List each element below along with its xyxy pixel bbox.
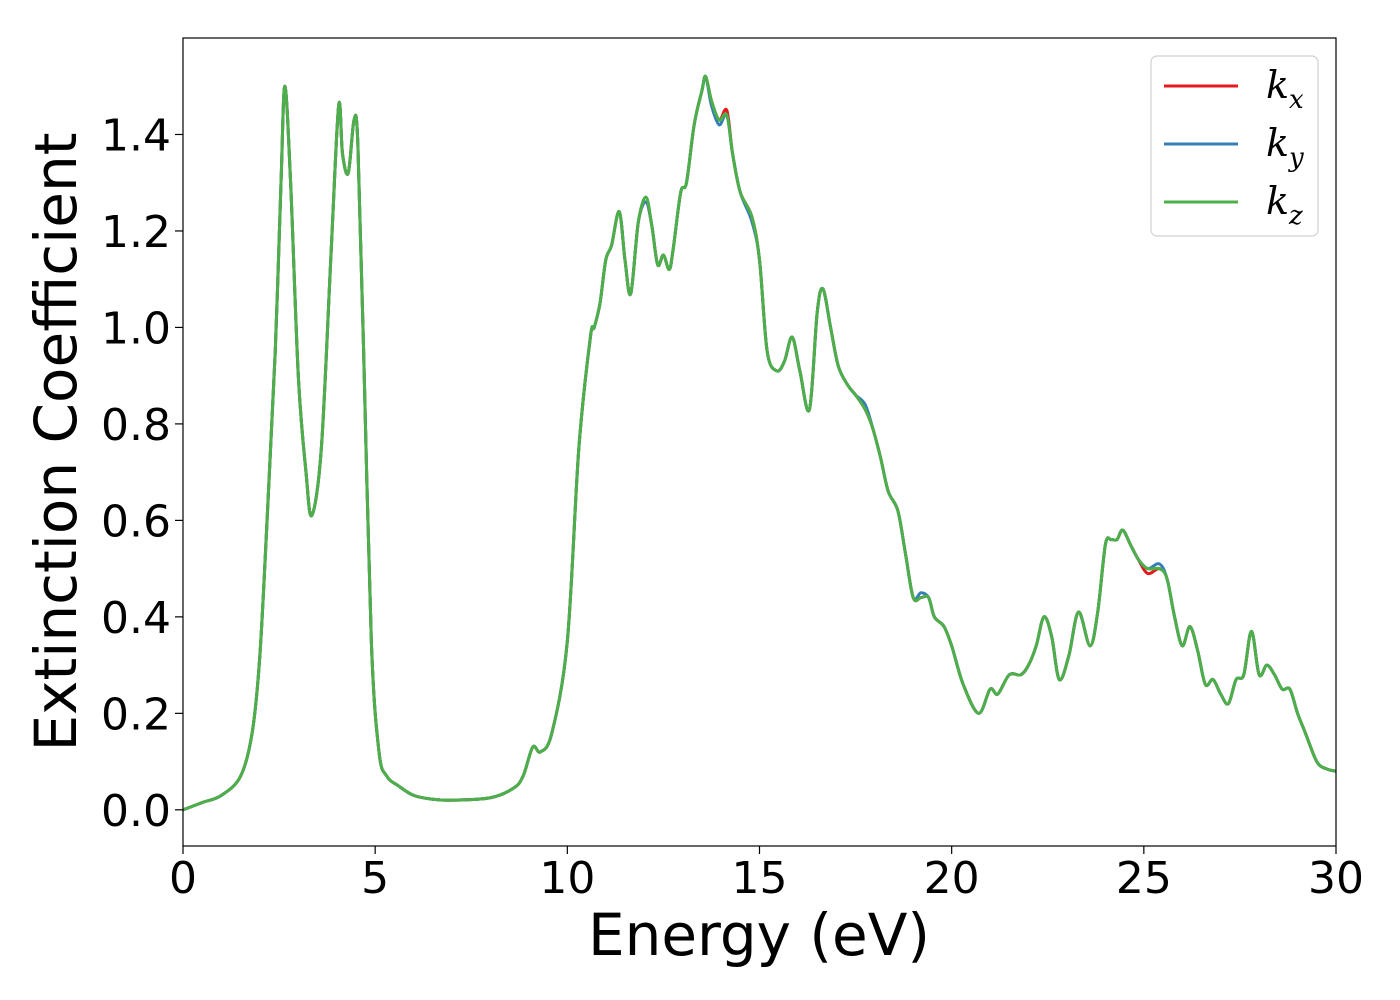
x-tick-label: 0: [169, 853, 197, 904]
y-axis: 0.0 0.2 0.4 0.6 0.8 1.0 1.2 1.4: [101, 110, 183, 837]
legend-label-base: k: [1266, 63, 1289, 107]
x-tick-label: 5: [361, 853, 389, 904]
legend-label-subscript: z: [1288, 201, 1303, 231]
y-tick-label: 0.6: [101, 496, 171, 547]
x-axis-title: Energy (eV): [588, 901, 930, 969]
legend-box: [1150, 55, 1319, 237]
y-tick-label: 0.4: [101, 593, 171, 644]
series-layer: [183, 74, 1336, 812]
x-tick-label: 15: [732, 853, 788, 904]
series-line-kz: [183, 74, 1336, 812]
y-tick-label: 0.0: [101, 786, 171, 837]
y-tick-label: 0.8: [101, 400, 171, 451]
legend-label-subscript: x: [1289, 85, 1304, 115]
y-tick-label: 1.0: [101, 303, 171, 354]
legend-label-kx: kx: [1266, 63, 1304, 115]
legend-label-base: k: [1266, 121, 1289, 165]
legend-label-subscript: y: [1288, 143, 1304, 173]
y-axis-title: Extinction Coefficient: [22, 133, 90, 752]
legend-label-ky: ky: [1266, 121, 1304, 173]
legend-label-base: k: [1266, 179, 1289, 223]
y-tick-label: 1.2: [101, 207, 171, 258]
x-tick-label: 25: [1116, 853, 1172, 904]
x-tick-label: 10: [539, 853, 595, 904]
legend-label-kz: kz: [1266, 179, 1303, 231]
x-axis: 0 5 10 15 20 25 30: [169, 846, 1364, 904]
x-tick-label: 20: [924, 853, 980, 904]
x-tick-label: 30: [1308, 853, 1364, 904]
y-tick-label: 1.4: [101, 110, 171, 161]
y-tick-label: 0.2: [101, 689, 171, 740]
